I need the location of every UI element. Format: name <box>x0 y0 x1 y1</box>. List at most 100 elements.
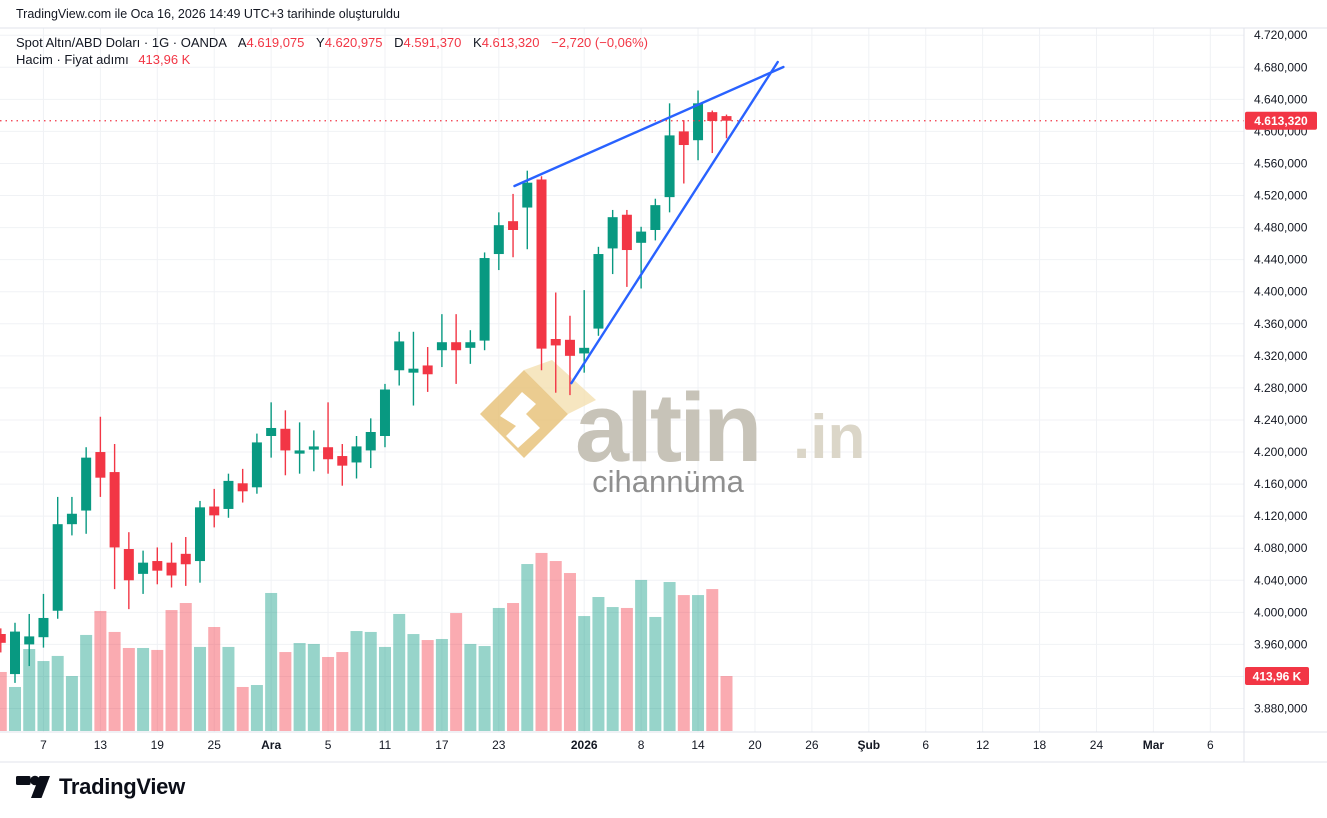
candle-body <box>408 368 419 373</box>
candle-body <box>564 339 575 356</box>
candle <box>194 500 205 583</box>
volume-bar <box>421 640 434 731</box>
volume-bar <box>193 646 206 731</box>
volume-bar <box>706 589 719 731</box>
candle-body <box>323 447 334 460</box>
high-label: Y <box>316 35 325 50</box>
price-axis-label: 4.040,000 <box>1254 573 1308 587</box>
volume-bar <box>94 610 107 731</box>
candle <box>664 103 675 213</box>
candle-body <box>664 135 675 198</box>
candle-body <box>636 231 647 243</box>
date-axis-label: 17 <box>435 738 449 752</box>
trendline <box>513 65 785 188</box>
price-axis-label: 4.440,000 <box>1254 253 1308 267</box>
volume-bar <box>122 647 135 731</box>
volume-header: Hacim · Fiyat adımı 413,96 K <box>16 52 190 67</box>
price-axis-label: 4.400,000 <box>1254 285 1308 299</box>
candle-body <box>280 428 291 451</box>
candle <box>536 176 547 371</box>
volume-bar <box>549 561 562 731</box>
volume-bar <box>37 661 50 731</box>
candle-body <box>52 524 63 611</box>
candle <box>209 488 220 528</box>
tradingview-glyph-icon <box>16 775 50 798</box>
candle <box>493 212 504 271</box>
candle-body <box>436 342 447 351</box>
volume-badge-text: 413,96 K <box>1253 670 1302 684</box>
volume-bar <box>450 613 463 731</box>
candle <box>650 198 661 241</box>
candle <box>0 628 6 653</box>
price-axis-label: 4.000,000 <box>1254 605 1308 619</box>
candle <box>323 402 334 474</box>
volume-bar <box>393 613 406 731</box>
candle-body <box>422 365 433 375</box>
candle-body <box>81 457 92 511</box>
price-axis-label: 4.480,000 <box>1254 221 1308 235</box>
volume-bar <box>137 647 150 731</box>
candle-body <box>194 507 205 562</box>
volume-label: Hacim · Fiyat adımı <box>16 52 129 67</box>
date-axis-label: 7 <box>40 738 47 752</box>
volume-bar <box>677 595 690 731</box>
candle <box>152 547 163 585</box>
open-value: 4.619,075 <box>246 35 305 50</box>
candle <box>223 473 234 518</box>
date-axis-label: 26 <box>805 738 819 752</box>
candle-body <box>721 116 732 121</box>
candle <box>408 331 419 406</box>
candle-body <box>678 131 689 146</box>
volume-bar <box>151 649 164 731</box>
volume-badge: 413,96 K <box>1245 667 1309 686</box>
price-axis-label: 3.880,000 <box>1254 702 1308 716</box>
candle-body <box>0 633 6 643</box>
watermark: altin .in cihannüma <box>480 360 865 499</box>
candle <box>607 209 618 275</box>
candle <box>678 120 689 184</box>
volume-bar <box>478 646 491 731</box>
close-value: 4.613,320 <box>481 35 540 50</box>
date-axis-label: 23 <box>492 738 506 752</box>
candle-body <box>593 254 604 329</box>
candle <box>422 347 433 392</box>
price-axis-label: 4.640,000 <box>1254 92 1308 106</box>
date-axis-label: 25 <box>208 738 222 752</box>
candle-body <box>209 506 220 516</box>
candle-body <box>223 480 234 509</box>
volume-bar <box>464 643 477 731</box>
candle <box>123 532 134 610</box>
candle-body <box>138 562 149 574</box>
candle <box>479 252 490 351</box>
low-value: 4.591,370 <box>403 35 462 50</box>
candle <box>579 290 590 373</box>
candle <box>24 613 35 667</box>
symbol-header: Spot Altın/ABD Doları · 1G · OANDA A4.61… <box>16 35 648 50</box>
attribution-text: TradingView.com ile Oca 16, 2026 14:49 U… <box>16 7 400 21</box>
tradingview-logo[interactable]: TradingView <box>16 772 185 802</box>
candle-body <box>24 636 35 645</box>
candle <box>166 542 177 588</box>
candle <box>436 314 447 368</box>
candle-body <box>607 217 618 249</box>
volume-bar <box>9 686 21 731</box>
price-axis-label: 4.360,000 <box>1254 317 1308 331</box>
candle <box>10 622 20 683</box>
candle <box>550 292 561 393</box>
price-axis-label: 4.120,000 <box>1254 509 1308 523</box>
date-axis-label: 2026 <box>571 738 598 752</box>
candle <box>522 170 533 250</box>
volume-value: 413,96 K <box>138 52 191 67</box>
date-axis-label: 19 <box>151 738 165 752</box>
candle <box>52 496 63 619</box>
candle-body <box>508 221 519 230</box>
volume-bar <box>692 595 705 731</box>
open-label: A <box>237 35 247 50</box>
price-axis-label: 4.720,000 <box>1254 28 1308 42</box>
volume-bar <box>535 552 548 731</box>
date-axis-label: 24 <box>1090 738 1104 752</box>
candle-body <box>351 446 362 463</box>
volume-bar <box>307 643 320 731</box>
candle-body <box>152 561 163 571</box>
price-axis-label: 4.240,000 <box>1254 413 1308 427</box>
